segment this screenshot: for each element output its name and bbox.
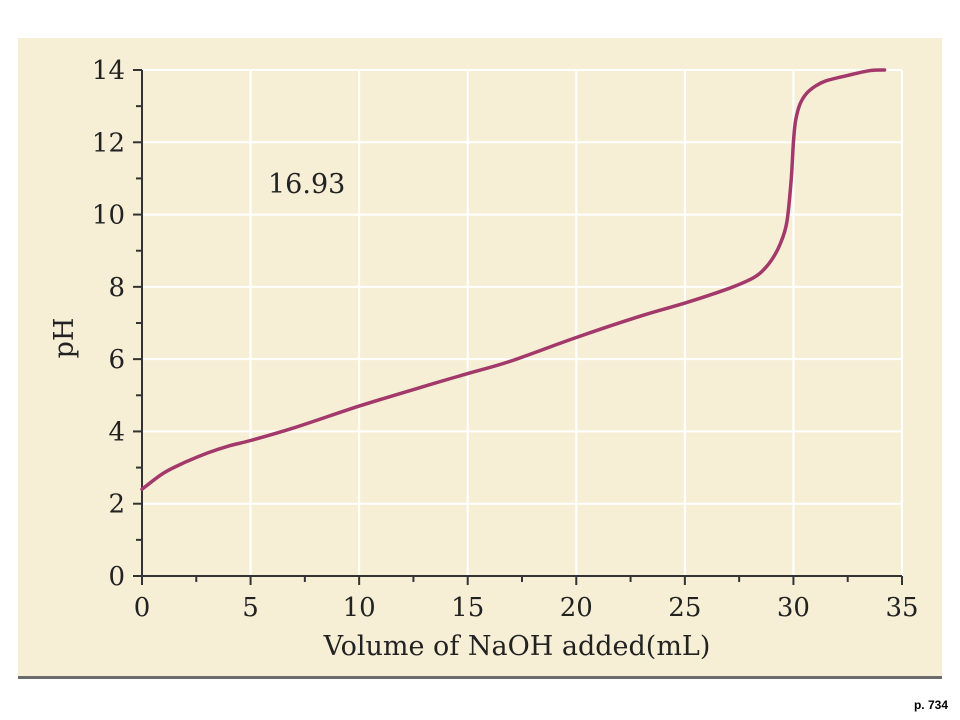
bottom-rule	[18, 676, 942, 679]
x-tick-label: 10	[343, 593, 376, 623]
titration-curve	[140, 68, 887, 492]
x-tick-label: 5	[242, 593, 259, 623]
y-axis-label: pH	[49, 318, 80, 359]
y-tick-label: 4	[108, 417, 125, 447]
y-tick-label: 6	[108, 345, 125, 375]
tick-labels: 0 5 10 15 20 25 30 35 0 2 4 6 8 10 12 14	[92, 56, 919, 623]
y-tick-label: 10	[92, 201, 125, 231]
grid-lines	[142, 69, 903, 576]
x-tick-label: 30	[777, 593, 810, 623]
y-tick-label: 2	[108, 490, 125, 520]
x-tick-label: 15	[451, 593, 484, 623]
axes	[141, 70, 902, 577]
tick-marks	[133, 69, 903, 585]
y-tick-label: 0	[108, 562, 125, 592]
page-reference: p. 734	[913, 698, 948, 712]
annotation-label: 16.93	[268, 169, 345, 200]
chart-panel	[18, 38, 942, 678]
x-tick-label: 0	[134, 593, 151, 623]
x-tick-label: 35	[885, 593, 918, 623]
y-tick-label: 8	[108, 273, 125, 303]
x-axis-label: Volume of NaOH added(mL)	[323, 631, 711, 662]
x-tick-label: 25	[668, 593, 701, 623]
x-tick-label: 20	[560, 593, 593, 623]
y-tick-label: 14	[92, 56, 125, 86]
y-tick-label: 12	[92, 128, 125, 158]
